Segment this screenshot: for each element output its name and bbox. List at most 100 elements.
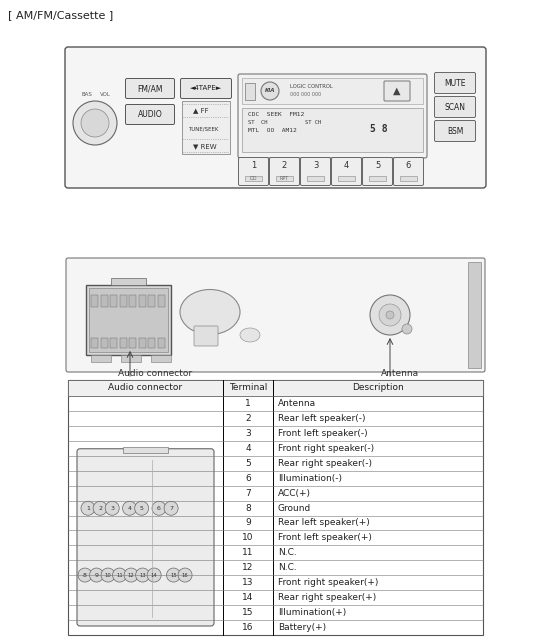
Circle shape bbox=[90, 568, 104, 582]
Bar bbox=[148, 338, 155, 348]
Text: 9: 9 bbox=[245, 518, 251, 527]
Bar bbox=[68, 380, 483, 635]
Text: 9: 9 bbox=[94, 573, 98, 577]
Text: RPT: RPT bbox=[280, 175, 289, 180]
Text: Rear right speaker(-): Rear right speaker(-) bbox=[278, 459, 372, 468]
Circle shape bbox=[147, 568, 161, 582]
Bar bbox=[91, 355, 111, 362]
Text: Battery(+): Battery(+) bbox=[278, 623, 326, 632]
Text: N.C.: N.C. bbox=[278, 563, 296, 572]
Circle shape bbox=[124, 568, 138, 582]
Text: 13: 13 bbox=[139, 573, 146, 577]
Text: Front right speaker(+): Front right speaker(+) bbox=[278, 578, 378, 588]
Text: ST  CH: ST CH bbox=[248, 120, 268, 125]
Text: 7: 7 bbox=[245, 488, 251, 497]
Circle shape bbox=[81, 501, 95, 515]
Text: ◄4TAPE►: ◄4TAPE► bbox=[190, 86, 222, 92]
Text: 14: 14 bbox=[151, 573, 157, 577]
Bar bbox=[369, 176, 386, 181]
Text: 4: 4 bbox=[245, 444, 251, 452]
Ellipse shape bbox=[180, 289, 240, 335]
FancyBboxPatch shape bbox=[238, 74, 427, 158]
Text: Description: Description bbox=[352, 383, 404, 392]
Text: FM/AM: FM/AM bbox=[137, 84, 163, 93]
Bar bbox=[400, 176, 417, 181]
Text: Ground: Ground bbox=[278, 504, 311, 513]
Text: ▲ FF: ▲ FF bbox=[193, 107, 209, 113]
Circle shape bbox=[93, 501, 107, 515]
Circle shape bbox=[101, 568, 115, 582]
Text: Rear right speaker(+): Rear right speaker(+) bbox=[278, 593, 376, 602]
Text: 8: 8 bbox=[83, 573, 87, 577]
Bar bbox=[307, 176, 324, 181]
Text: VOL: VOL bbox=[100, 92, 111, 97]
Text: ST CH: ST CH bbox=[305, 120, 321, 125]
Circle shape bbox=[178, 568, 192, 582]
Text: 1: 1 bbox=[251, 161, 256, 170]
Text: [ AM/FM/Cassette ]: [ AM/FM/Cassette ] bbox=[8, 10, 113, 20]
Bar bbox=[122, 447, 168, 452]
Text: 2: 2 bbox=[98, 506, 102, 511]
Text: BSM: BSM bbox=[447, 127, 463, 136]
Text: Illumination(+): Illumination(+) bbox=[278, 608, 346, 617]
FancyBboxPatch shape bbox=[194, 326, 218, 346]
Text: 11: 11 bbox=[242, 548, 254, 557]
Bar bbox=[121, 355, 141, 362]
Text: 6: 6 bbox=[245, 474, 251, 483]
Text: Front left speaker(+): Front left speaker(+) bbox=[278, 533, 372, 543]
Text: 16: 16 bbox=[242, 623, 254, 632]
Bar bbox=[151, 355, 171, 362]
Bar bbox=[120, 338, 127, 348]
Bar bbox=[338, 176, 355, 181]
Text: 5: 5 bbox=[245, 459, 251, 468]
Text: MUTE: MUTE bbox=[444, 79, 466, 88]
Bar bbox=[157, 295, 164, 307]
Circle shape bbox=[164, 501, 178, 515]
Text: 7: 7 bbox=[169, 506, 173, 511]
Text: 12: 12 bbox=[128, 573, 134, 577]
Bar bbox=[100, 338, 108, 348]
Text: CDC  SEEK  FM12: CDC SEEK FM12 bbox=[248, 112, 304, 117]
Circle shape bbox=[122, 501, 136, 515]
Text: KIA: KIA bbox=[265, 88, 275, 93]
Bar bbox=[68, 380, 483, 396]
Bar bbox=[182, 101, 230, 154]
Circle shape bbox=[261, 82, 279, 100]
Circle shape bbox=[370, 295, 410, 335]
Bar bbox=[100, 295, 108, 307]
Text: 1: 1 bbox=[86, 506, 90, 511]
Bar bbox=[245, 176, 262, 181]
Text: Audio connector: Audio connector bbox=[118, 369, 192, 378]
Circle shape bbox=[135, 568, 150, 582]
Text: AUDIO: AUDIO bbox=[138, 110, 162, 119]
Bar bbox=[242, 78, 423, 104]
Ellipse shape bbox=[240, 328, 260, 342]
FancyBboxPatch shape bbox=[435, 72, 476, 93]
FancyBboxPatch shape bbox=[77, 449, 214, 626]
Text: 10: 10 bbox=[105, 573, 111, 577]
Circle shape bbox=[105, 501, 119, 515]
Text: ACC(+): ACC(+) bbox=[278, 488, 311, 497]
Text: Front right speaker(-): Front right speaker(-) bbox=[278, 444, 374, 452]
Text: 2: 2 bbox=[282, 161, 287, 170]
Bar bbox=[157, 338, 164, 348]
Text: 000 000 000: 000 000 000 bbox=[290, 92, 321, 97]
Bar bbox=[110, 295, 117, 307]
Text: 4: 4 bbox=[128, 506, 132, 511]
FancyBboxPatch shape bbox=[331, 157, 361, 186]
Text: Front left speaker(-): Front left speaker(-) bbox=[278, 429, 367, 438]
Bar bbox=[129, 338, 136, 348]
Text: 5 8: 5 8 bbox=[370, 124, 388, 134]
FancyBboxPatch shape bbox=[239, 157, 269, 186]
Text: 3: 3 bbox=[245, 429, 251, 438]
Text: TUNE/SEEK: TUNE/SEEK bbox=[188, 127, 218, 131]
Text: DD: DD bbox=[250, 175, 257, 180]
Text: 11: 11 bbox=[116, 573, 123, 577]
FancyBboxPatch shape bbox=[126, 79, 175, 99]
Text: 16: 16 bbox=[182, 573, 188, 577]
Circle shape bbox=[152, 501, 166, 515]
FancyBboxPatch shape bbox=[126, 104, 175, 125]
FancyBboxPatch shape bbox=[435, 97, 476, 118]
Circle shape bbox=[135, 501, 149, 515]
FancyBboxPatch shape bbox=[384, 81, 410, 101]
